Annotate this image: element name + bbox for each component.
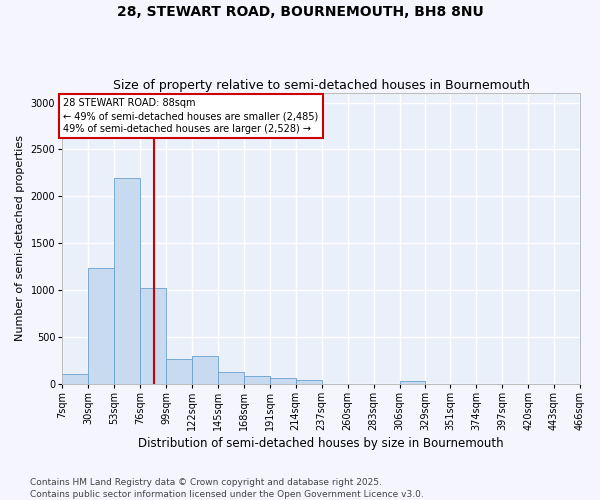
Bar: [296, 380, 322, 384]
Bar: [166, 360, 192, 384]
Bar: [62, 374, 88, 384]
Bar: [400, 382, 425, 384]
Bar: [270, 378, 296, 384]
Bar: [192, 356, 218, 384]
Bar: [88, 268, 114, 384]
Text: 28 STEWART ROAD: 88sqm
← 49% of semi-detached houses are smaller (2,485)
49% of : 28 STEWART ROAD: 88sqm ← 49% of semi-det…: [64, 98, 319, 134]
Bar: [244, 376, 270, 384]
Bar: [114, 178, 140, 384]
Bar: [218, 372, 244, 384]
Text: 28, STEWART ROAD, BOURNEMOUTH, BH8 8NU: 28, STEWART ROAD, BOURNEMOUTH, BH8 8NU: [116, 5, 484, 19]
X-axis label: Distribution of semi-detached houses by size in Bournemouth: Distribution of semi-detached houses by …: [139, 437, 504, 450]
Y-axis label: Number of semi-detached properties: Number of semi-detached properties: [15, 136, 25, 342]
Title: Size of property relative to semi-detached houses in Bournemouth: Size of property relative to semi-detach…: [113, 79, 530, 92]
Bar: [140, 288, 166, 384]
Text: Contains HM Land Registry data © Crown copyright and database right 2025.
Contai: Contains HM Land Registry data © Crown c…: [30, 478, 424, 499]
